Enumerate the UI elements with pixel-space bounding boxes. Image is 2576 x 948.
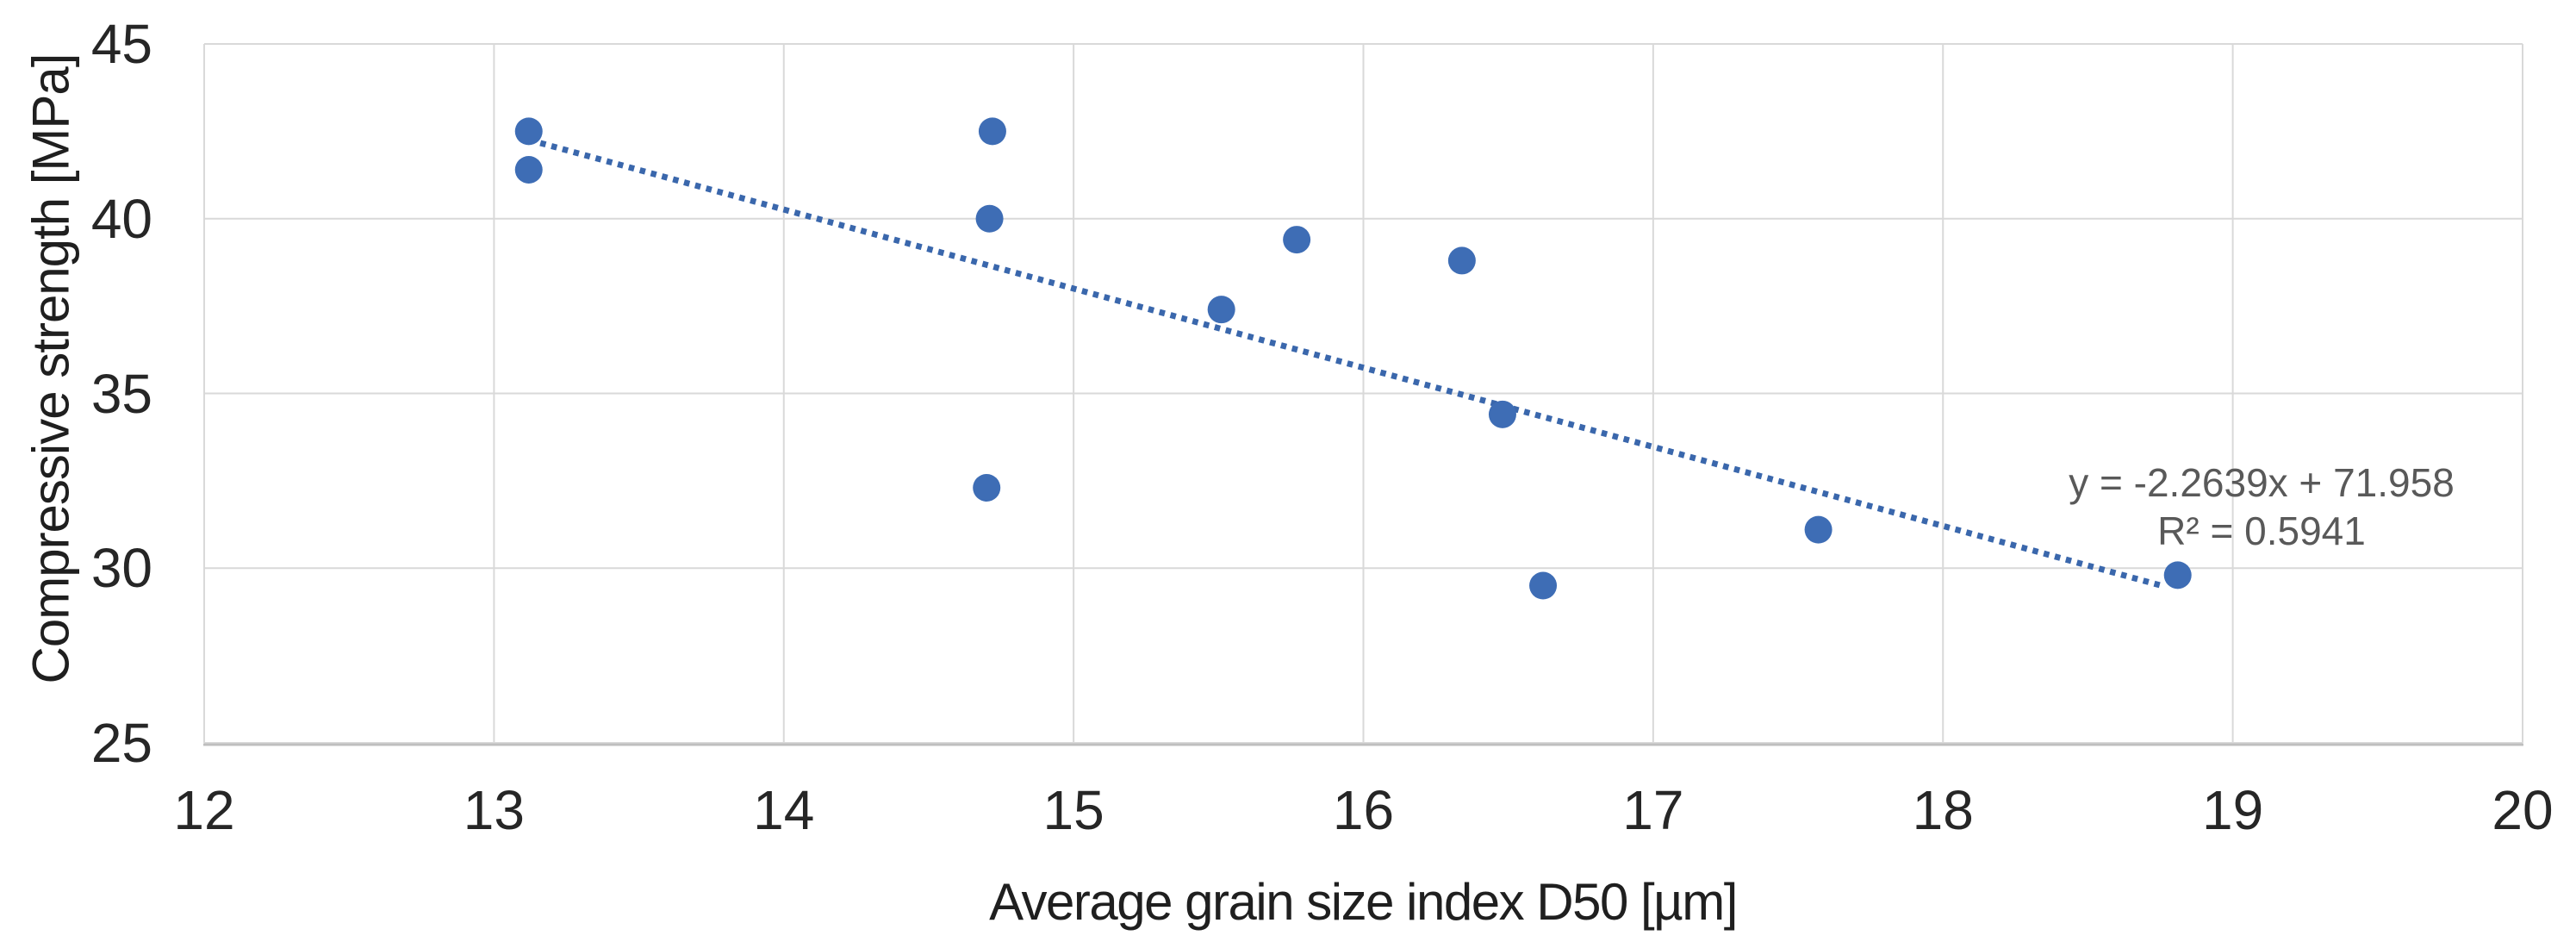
x-axis-title: Average grain size index D50 [µm] [989,873,1738,931]
trendline-r-squared: R² = 0.5941 [2157,508,2366,553]
x-tick-label-13: 13 [463,779,525,841]
x-tick-label-18: 18 [1912,779,1974,841]
data-point-4 [973,473,1001,502]
x-tick-label-16: 16 [1332,779,1395,841]
x-tick-label-20: 20 [2492,779,2554,841]
data-point-1 [514,155,543,184]
x-tick-label-12: 12 [173,779,235,841]
data-point-5 [1207,296,1235,324]
data-point-2 [978,117,1006,146]
x-tick-label-19: 19 [2202,779,2264,841]
y-tick-label-45: 45 [90,13,152,75]
y-tick-label-40: 40 [90,187,152,250]
data-point-7 [1447,246,1476,275]
trendline-annotation: y = -2.2639x + 71.958 R² = 0.5941 [2069,458,2455,555]
x-tick-label-14: 14 [753,779,815,841]
trendline-equation: y = -2.2639x + 71.958 [2069,460,2455,505]
data-point-6 [1283,226,1311,254]
y-axis-title: Compressive strength [MPa] [22,53,80,684]
x-tick-label-15: 15 [1042,779,1104,841]
data-point-8 [1488,400,1516,428]
data-point-3 [975,204,1004,233]
data-point-0 [514,117,543,146]
data-point-10 [1804,515,1832,544]
y-tick-label-25: 25 [90,712,152,774]
trendline [539,140,2164,589]
data-point-9 [1529,571,1558,600]
x-tick-label-17: 17 [1622,779,1684,841]
y-tick-label-30: 30 [90,537,152,600]
data-point-11 [2163,561,2192,589]
y-tick-label-35: 35 [90,362,152,425]
